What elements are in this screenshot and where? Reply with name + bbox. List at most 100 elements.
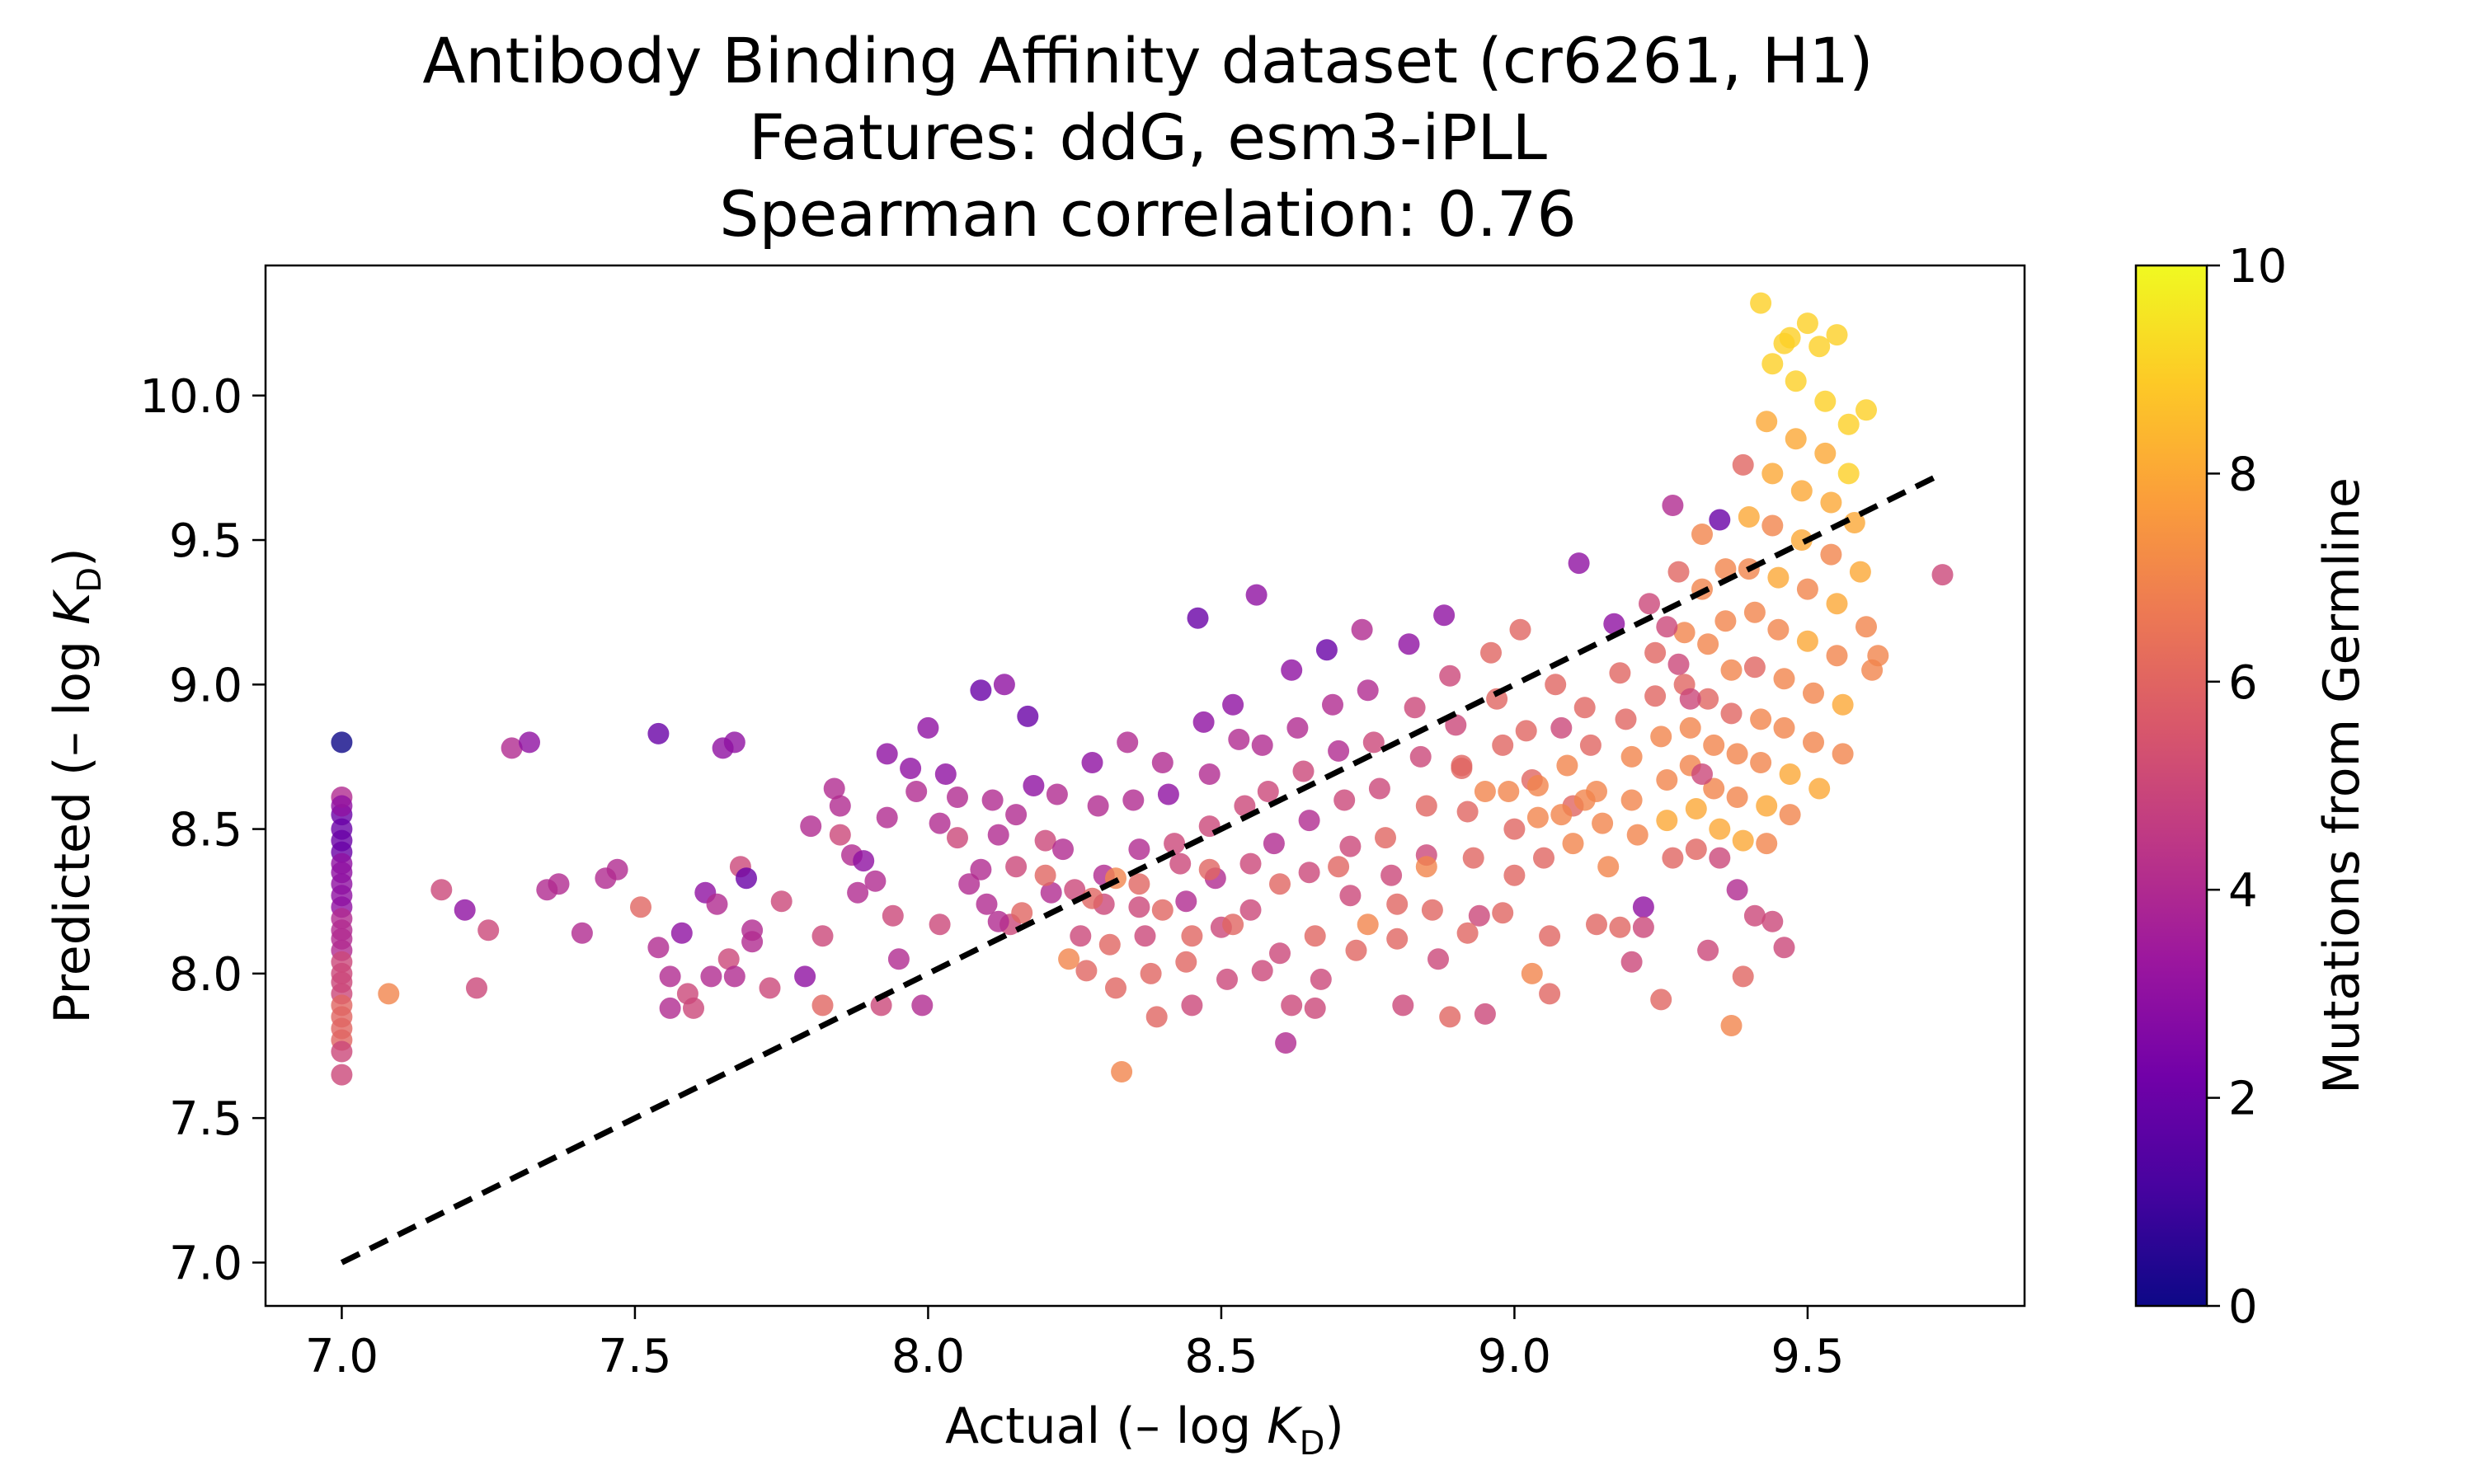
data-point xyxy=(1732,829,1754,852)
data-point xyxy=(1790,480,1813,502)
data-point xyxy=(887,948,910,970)
data-point xyxy=(1849,561,1871,583)
data-point xyxy=(1573,697,1596,719)
data-point xyxy=(1456,922,1479,944)
data-point xyxy=(993,674,1015,696)
data-point xyxy=(911,994,934,1017)
data-point xyxy=(1298,810,1320,832)
data-point xyxy=(1743,656,1766,679)
data-point xyxy=(1639,593,1660,615)
data-point xyxy=(659,965,681,988)
data-point xyxy=(1439,1006,1461,1028)
data-point xyxy=(1703,734,1725,756)
data-point xyxy=(1603,613,1625,635)
data-point xyxy=(1767,618,1790,641)
data-point xyxy=(1515,720,1537,742)
data-point xyxy=(1046,783,1068,805)
data-point xyxy=(1304,925,1326,947)
data-point xyxy=(1620,951,1643,973)
data-point xyxy=(1662,495,1684,516)
data-point xyxy=(1498,781,1520,802)
data-point xyxy=(1814,390,1837,412)
data-point xyxy=(1750,708,1772,730)
data-point xyxy=(811,994,834,1017)
data-point xyxy=(647,722,670,744)
data-point xyxy=(647,937,670,959)
data-point xyxy=(1843,512,1865,533)
data-point xyxy=(331,1064,353,1086)
data-point xyxy=(630,896,651,918)
data-point xyxy=(706,893,728,915)
data-point xyxy=(1767,566,1790,589)
data-point xyxy=(1550,716,1573,739)
data-point xyxy=(1756,795,1778,817)
data-point xyxy=(1269,942,1291,965)
y-axis-label: Predicted (– log KD) xyxy=(44,547,109,1023)
data-point xyxy=(1134,925,1156,947)
data-point xyxy=(1556,754,1578,777)
data-point xyxy=(331,731,353,754)
data-point xyxy=(1826,645,1848,667)
data-point xyxy=(1856,399,1877,421)
colorbar-tick-label: 4 xyxy=(2228,864,2258,918)
data-point xyxy=(1380,864,1403,886)
title-line-1: Antibody Binding Affinity dataset (cr626… xyxy=(422,24,1873,97)
data-point xyxy=(1667,561,1690,583)
y-axis: 7.0 7.5 8.0 8.5 9.0 9.5 10.0 xyxy=(139,370,266,1290)
data-point xyxy=(1198,858,1221,881)
data-point xyxy=(1462,847,1484,869)
data-point xyxy=(811,925,834,947)
chart-title: Antibody Binding Affinity dataset (cr626… xyxy=(422,24,1873,251)
data-point xyxy=(1098,933,1121,956)
data-point xyxy=(1011,902,1033,924)
colorbar-tick-label: 8 xyxy=(2228,448,2258,501)
data-point xyxy=(1421,899,1443,921)
data-point xyxy=(1586,913,1607,936)
data-point xyxy=(1743,601,1766,623)
data-point xyxy=(1667,653,1690,675)
data-point xyxy=(1456,801,1479,823)
data-point xyxy=(1573,789,1596,811)
data-point xyxy=(1808,777,1831,800)
data-point xyxy=(1761,910,1784,932)
colorbar-axis: 0 2 4 6 8 10 xyxy=(2207,240,2287,1334)
data-point xyxy=(1357,679,1379,702)
data-point xyxy=(683,997,704,1019)
data-point xyxy=(1826,593,1848,615)
data-point xyxy=(1117,731,1139,754)
data-point xyxy=(331,795,353,817)
data-point xyxy=(1785,370,1807,392)
data-point xyxy=(1632,916,1654,938)
data-point xyxy=(1597,856,1620,878)
data-point xyxy=(1222,913,1244,936)
data-point xyxy=(1480,641,1502,664)
data-point xyxy=(970,858,992,881)
data-point xyxy=(1832,743,1854,765)
data-point xyxy=(1761,463,1784,485)
data-point xyxy=(1239,852,1262,875)
data-point xyxy=(1474,1003,1496,1025)
data-point xyxy=(1709,818,1731,840)
data-point xyxy=(1691,524,1713,545)
data-point xyxy=(1773,332,1795,355)
data-point xyxy=(1345,939,1367,961)
data-point xyxy=(900,758,922,779)
data-point xyxy=(1644,641,1667,664)
colorbar-label: Mutations from Germline xyxy=(2313,477,2371,1094)
y-tick-label: 7.0 xyxy=(169,1237,242,1290)
data-point xyxy=(1685,798,1707,819)
y-tick-label: 7.5 xyxy=(169,1092,242,1146)
data-point xyxy=(1034,829,1056,852)
data-point xyxy=(1145,1006,1168,1028)
data-point xyxy=(1709,509,1731,531)
data-point xyxy=(1445,714,1467,736)
colorbar-tick-label: 0 xyxy=(2228,1280,2258,1334)
data-point xyxy=(1128,838,1150,861)
x-tick-label: 9.0 xyxy=(1478,1330,1551,1383)
data-point xyxy=(1328,740,1350,762)
data-point xyxy=(1697,633,1719,655)
data-point xyxy=(1726,879,1748,901)
data-point xyxy=(1750,752,1772,773)
data-point xyxy=(1526,775,1549,796)
data-point xyxy=(1796,630,1818,652)
